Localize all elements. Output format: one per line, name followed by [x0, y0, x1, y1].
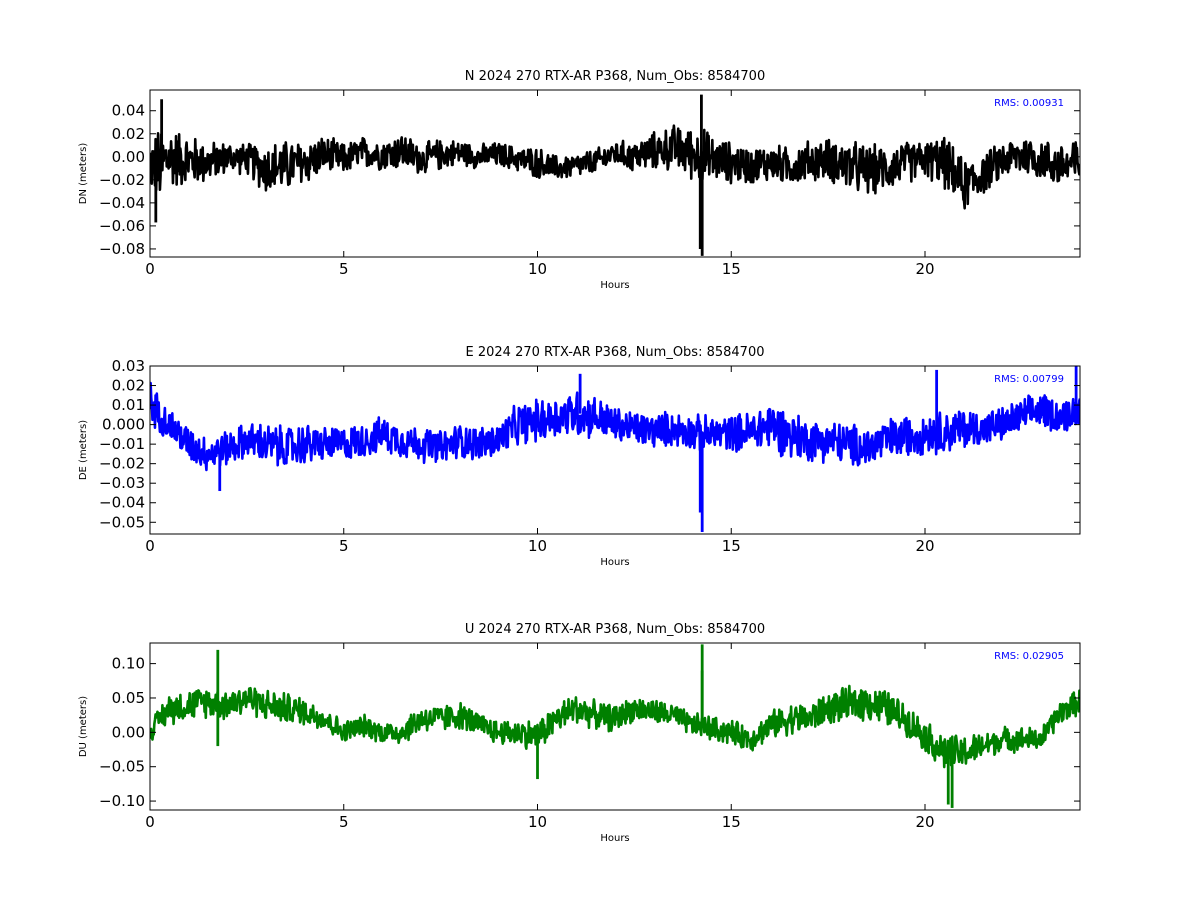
x-tick-label: 5	[339, 813, 349, 831]
y-axis-label-up: DU (meters)	[78, 696, 89, 757]
x-tick-label: 0	[145, 260, 155, 278]
x-tick-label: 15	[722, 813, 741, 831]
y-tick-label: −0.04	[99, 194, 145, 212]
y-tick-label: 0.10	[112, 655, 145, 673]
x-tick-label: 20	[915, 537, 934, 555]
panel-east: 0 5 10 15 20 −0.05−0.04 −0.03−0.02 −0.010.000 0.…	[78, 345, 1081, 568]
chart-title-up: U 2024 270 RTX-AR P368, Num_Obs: 8584700	[465, 622, 765, 637]
chart-title-north: N 2024 270 RTX-AR P368, Num_Obs: 8584700	[465, 69, 765, 84]
x-axis-label-up: Hours	[600, 833, 629, 844]
panel-north: 0 5 10 15 20 −0.08 −0.06 −0.04 −0.02 0.00 0.02 0.04…	[78, 69, 1081, 291]
x-tick-label: 20	[915, 813, 934, 831]
x-tick-label: 0	[145, 537, 155, 555]
y-tick-label: −0.06	[99, 217, 145, 235]
data-trace-north	[150, 124, 1080, 210]
x-tick-label: 15	[722, 537, 741, 555]
y-tick-label: 0.00	[112, 148, 145, 166]
y-tick-label: 0.05	[112, 689, 145, 707]
chart-title-east: E 2024 270 RTX-AR P368, Num_Obs: 8584700	[466, 345, 765, 360]
y-tick-label: 0.01	[112, 396, 145, 414]
plot-frame-east	[149, 365, 1081, 535]
y-axis-label-east: DE (meters)	[78, 420, 89, 480]
x-tick-label: 20	[915, 260, 934, 278]
panel-up: 0 5 10 15 20 −0.10 −0.05 0.00 0.05 0.10 U 2024 270…	[78, 622, 1081, 844]
x-tick-label: 5	[339, 537, 349, 555]
y-tick-label: −0.05	[99, 758, 145, 776]
y-tick-label: 0.000	[102, 416, 145, 434]
rms-annotation-north: RMS: 0.00931	[994, 98, 1064, 109]
y-tick-label: −0.10	[99, 792, 145, 810]
x-tick-label: 15	[722, 260, 741, 278]
plot-frame-up	[149, 642, 1081, 811]
plot-frame-north	[149, 89, 1081, 258]
x-tick-label: 10	[528, 537, 547, 555]
y-tick-label: 0.02	[112, 377, 145, 395]
y-tick-label: 0.03	[112, 357, 145, 375]
y-tick-label: −0.03	[99, 474, 145, 492]
x-tick-label: 10	[528, 813, 547, 831]
data-trace-east	[150, 381, 1080, 472]
rms-annotation-east: RMS: 0.00799	[994, 374, 1064, 385]
y-tick-label: 0.00	[112, 723, 145, 741]
y-tick-label: −0.04	[99, 494, 145, 512]
x-tick-label: 0	[145, 813, 155, 831]
x-axis-label-east: Hours	[600, 557, 629, 568]
y-tick-label: 0.02	[112, 125, 145, 143]
x-axis-label-north: Hours	[600, 280, 629, 291]
y-tick-label: −0.05	[99, 513, 145, 531]
y-axis-label-north: DN (meters)	[78, 143, 89, 205]
y-tick-label: −0.01	[99, 435, 145, 453]
x-tick-label: 10	[528, 260, 547, 278]
rms-annotation-up: RMS: 0.02905	[994, 651, 1064, 662]
x-tick-label: 5	[339, 260, 349, 278]
data-trace-up	[150, 684, 1080, 769]
y-tick-label: −0.02	[99, 455, 145, 473]
y-tick-label: 0.04	[112, 102, 145, 120]
y-tick-label: −0.08	[99, 240, 145, 258]
y-tick-label: −0.02	[99, 171, 145, 189]
